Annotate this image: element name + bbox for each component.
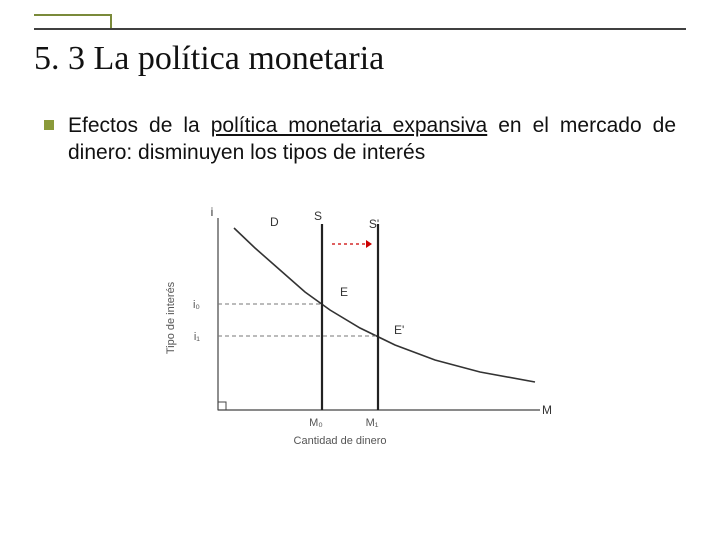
shift-arrow-head	[366, 240, 372, 248]
label-i1: i₁	[194, 331, 200, 343]
bullet-pre: Efectos de la	[68, 114, 211, 137]
bullet-text: Efectos de la política monetaria expansi…	[68, 112, 676, 167]
label-eprime: E'	[394, 323, 404, 337]
label-i0: i₀	[193, 299, 200, 311]
x-axis-label: Cantidad de dinero	[294, 435, 387, 447]
page-title: 5. 3 La política monetaria	[34, 40, 384, 78]
y-axis-label: Tipo de interés	[165, 281, 177, 354]
label-d: D	[270, 215, 279, 229]
chart-svg: i D S S' E E' i₀ i₁ M₀ M₁ M Cantidad de dinero Tipo …	[140, 200, 580, 480]
label-s: S	[314, 209, 322, 223]
label-sprime: S'	[369, 217, 379, 231]
label-i: i	[211, 205, 214, 219]
bullet-icon	[44, 120, 54, 130]
bullet-underlined: política monetaria expansiva	[211, 114, 487, 137]
label-m: M	[542, 403, 552, 417]
bullet-item: Efectos de la política monetaria expansi…	[44, 112, 676, 167]
demand-curve	[234, 228, 535, 382]
label-m0: M₀	[309, 417, 323, 429]
label-e: E	[340, 285, 348, 299]
header-rule	[34, 28, 686, 30]
label-m1: M₁	[366, 417, 379, 429]
origin-marker	[218, 402, 226, 410]
header-accent	[34, 14, 112, 28]
money-market-chart: i D S S' E E' i₀ i₁ M₀ M₁ M Cantidad de dinero Tipo …	[140, 200, 580, 480]
